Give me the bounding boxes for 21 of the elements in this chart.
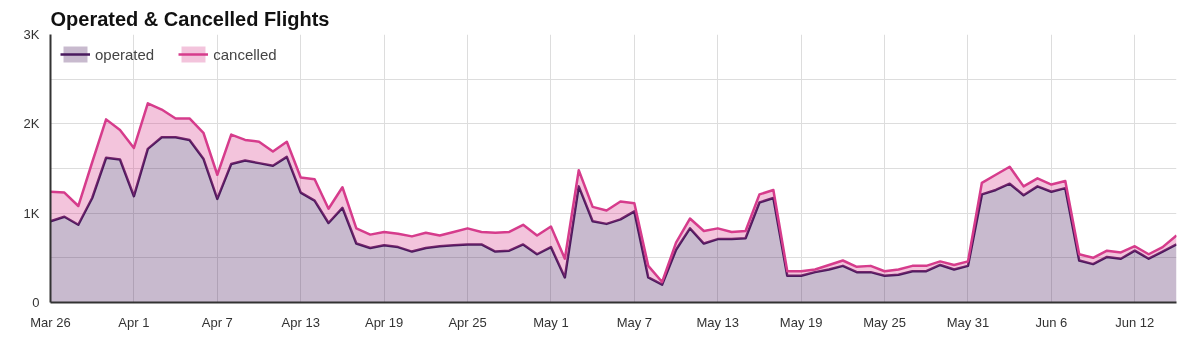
legend-label: operated <box>95 45 155 63</box>
x-tick-label: Apr 13 <box>281 314 320 330</box>
y-tick-label: 0 <box>32 295 40 310</box>
x-tick-label: May 1 <box>533 314 569 330</box>
x-tick-label: May 7 <box>616 314 653 330</box>
y-tick-label: 3K <box>23 27 40 42</box>
x-tick-label: Jun 12 <box>1115 314 1155 330</box>
y-tick-label: 1K <box>23 205 40 221</box>
x-tick-label: Apr 7 <box>201 314 233 330</box>
x-tick-label: Apr 1 <box>118 314 150 330</box>
y-tick-label: 2K <box>23 116 40 132</box>
legend-label: cancelled <box>213 45 277 63</box>
x-tick-label: May 25 <box>863 314 906 330</box>
x-tick-label: Apr 25 <box>448 314 487 330</box>
x-tick-label: Apr 19 <box>364 314 404 330</box>
x-tick-label: May 13 <box>696 314 740 330</box>
chart-title: Operated & Cancelled Flights <box>50 7 330 30</box>
x-tick-label: May 31 <box>946 314 990 330</box>
x-tick-label: Mar 26 <box>30 314 71 330</box>
x-tick-label: Jun 6 <box>1035 314 1068 330</box>
x-tick-label: May 19 <box>779 314 823 330</box>
